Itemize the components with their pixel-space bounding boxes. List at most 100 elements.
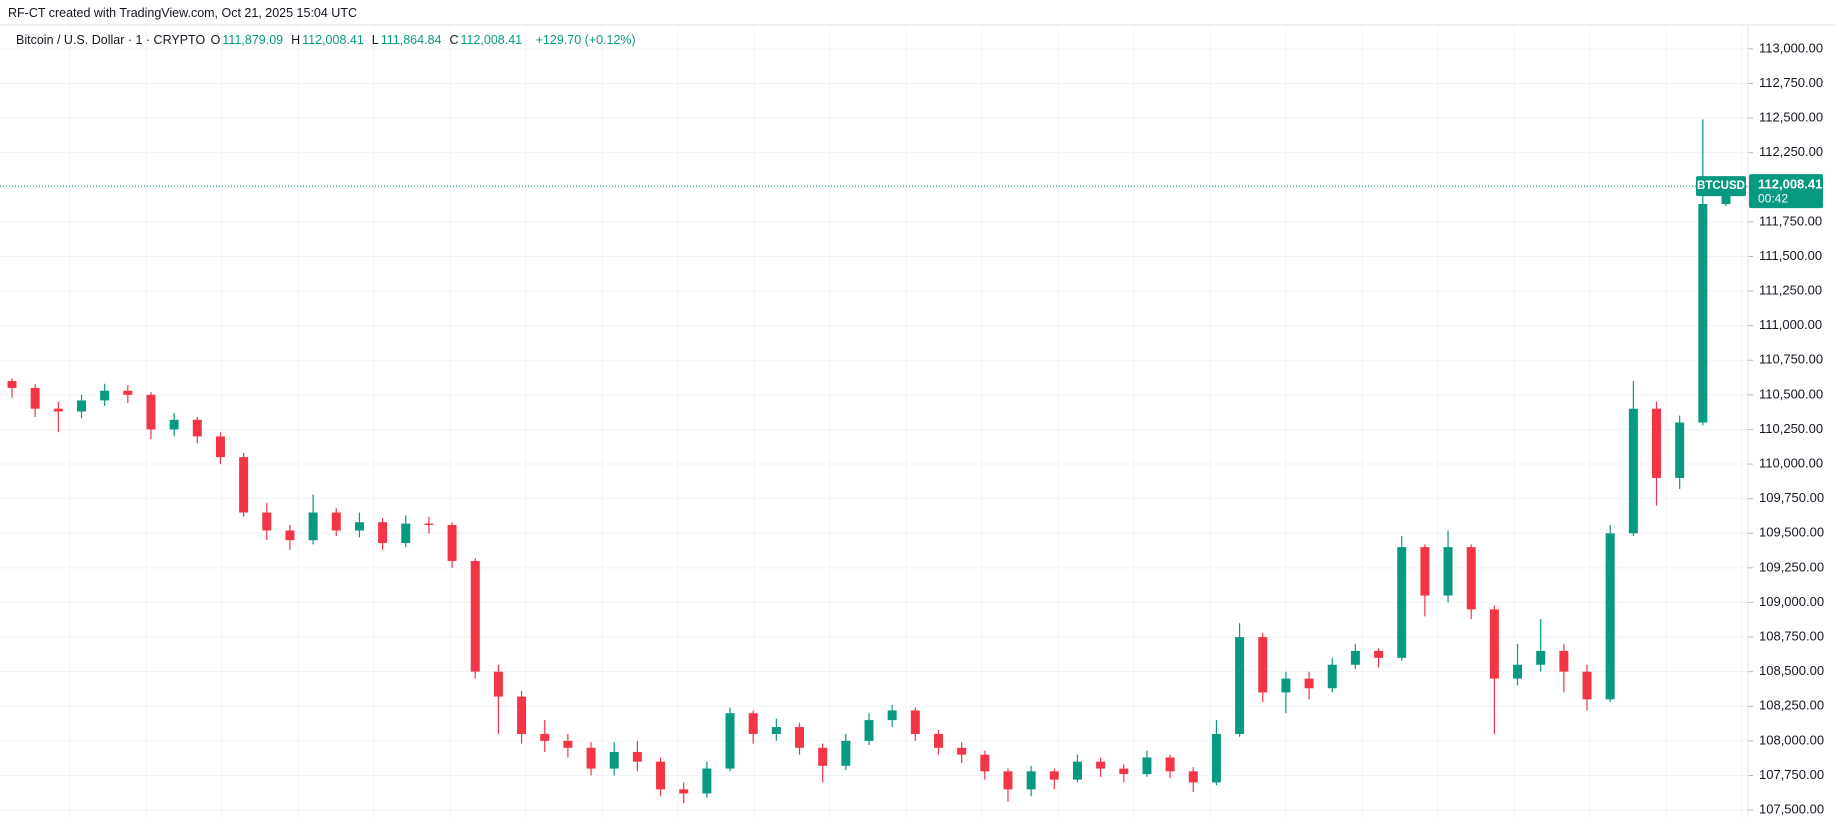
candle-body (517, 696, 527, 734)
ohlc: O 111,879.09 H 112,008.41 L 111,864.84 C 112,00… (211, 33, 530, 47)
candle-body (679, 789, 689, 794)
candle-body (748, 713, 758, 734)
y-tick-label: 110,250.00 (1759, 421, 1823, 436)
y-tick-label: 113,000.00 (1759, 40, 1823, 55)
candle-body (609, 751, 619, 769)
y-tick-label: 109,250.00 (1759, 559, 1824, 574)
symbol-tag-bg (1696, 176, 1746, 197)
candle-body (1559, 650, 1569, 672)
candle-body (192, 419, 202, 437)
candle-body (1397, 547, 1407, 658)
candle-body (378, 522, 388, 543)
ohlc-key: L (371, 33, 379, 47)
y-tick-label: 112,750.00 (1759, 75, 1823, 90)
candle-body (702, 768, 712, 794)
candle-body (30, 387, 40, 409)
candle-body (632, 751, 642, 762)
candle-body (1536, 650, 1546, 665)
candle-body (725, 713, 735, 769)
y-tick-label: 110,000.00 (1759, 455, 1823, 470)
candle-body (1003, 771, 1013, 790)
candle-body (447, 524, 457, 561)
candle-body (1374, 650, 1384, 658)
candle-body (1675, 422, 1685, 478)
y-tick-label: 110,500.00 (1759, 386, 1823, 401)
candle-body (239, 457, 249, 513)
candle-body (1026, 771, 1036, 790)
last-price-tag-bg (1749, 174, 1823, 209)
legend: Bitcoin / U.S. Dollar · 1 · CRYPTO O 111,… (16, 33, 644, 47)
symbol-tag: BTCUSD (1697, 180, 1745, 192)
y-tick-label: 107,750.00 (1759, 767, 1824, 782)
change: +129.70 (+0.12%) (535, 33, 636, 47)
candle-body (1096, 761, 1106, 769)
candle-body (1327, 664, 1337, 689)
candle-body (1165, 757, 1175, 772)
candle-body (980, 754, 990, 772)
candle-body (424, 523, 434, 525)
candle-body (1628, 408, 1638, 534)
candle-body (262, 512, 272, 531)
ohlc-value: 111,879.09 (222, 33, 284, 47)
y-tick-label: 111,500.00 (1759, 248, 1822, 263)
candle-body (7, 381, 17, 388)
ohlc-value: 112,008.41 (460, 33, 523, 47)
y-tick-label: 111,000.00 (1759, 317, 1822, 332)
candle-body (1211, 733, 1221, 783)
y-tick-label: 108,000.00 (1759, 732, 1824, 747)
candle-body (586, 747, 596, 769)
candle-body (308, 512, 318, 541)
candle-body (169, 419, 179, 430)
candle-body (1652, 408, 1662, 478)
y-tick-label: 109,000.00 (1759, 594, 1824, 609)
candle-body (1582, 671, 1592, 700)
candle-body (910, 710, 920, 734)
candle-body (470, 560, 480, 672)
y-tick-label: 112,500.00 (1759, 109, 1823, 124)
candle-body (933, 733, 943, 748)
y-tick-label: 111,750.00 (1759, 213, 1822, 228)
candle-body (354, 522, 364, 531)
candle-body (53, 408, 63, 412)
header: RF-CT created with TradingView.com, Oct … (8, 6, 357, 20)
y-tick-label: 112,250.00 (1759, 144, 1823, 159)
candle-body (1489, 609, 1499, 679)
candle-body (1420, 547, 1430, 596)
candle-body (540, 733, 550, 741)
candle-body (795, 727, 805, 748)
candle-body (841, 740, 851, 766)
last-price-label: 112,008.41 (1758, 177, 1822, 192)
y-tick-label: 109,500.00 (1759, 525, 1824, 540)
candle-body (401, 523, 411, 543)
candle-body (76, 400, 86, 412)
candle-body (563, 740, 573, 748)
y-tick-label: 109,750.00 (1759, 490, 1824, 505)
candle-body (1119, 768, 1129, 775)
y-tick-label: 108,750.00 (1759, 629, 1824, 644)
candle-body (1142, 757, 1152, 775)
candle-body (957, 747, 967, 755)
symbol-title: Bitcoin / U.S. Dollar · 1 · CRYPTO (16, 33, 206, 47)
y-tick-label: 108,500.00 (1759, 663, 1824, 678)
ohlc-key: O (210, 33, 221, 47)
candle-body (1304, 678, 1314, 689)
candle-body (215, 436, 225, 458)
candle-body (1072, 761, 1082, 780)
ohlc-key: H (291, 33, 301, 47)
candle-body (1698, 203, 1708, 423)
candle-body (1049, 771, 1059, 780)
candle-body (887, 710, 897, 721)
y-tick-label: 107,500.00 (1759, 802, 1824, 817)
candle-body (1350, 650, 1360, 665)
candle-body (146, 394, 156, 430)
candle-body (1605, 533, 1615, 700)
candle-body (100, 390, 110, 401)
candle-body (1188, 771, 1198, 783)
countdown: 00:42 (1758, 191, 1788, 205)
candle-body (771, 727, 781, 734)
candle-body (656, 761, 666, 790)
ohlc-key: C (449, 33, 459, 47)
candle-body (1281, 678, 1291, 693)
